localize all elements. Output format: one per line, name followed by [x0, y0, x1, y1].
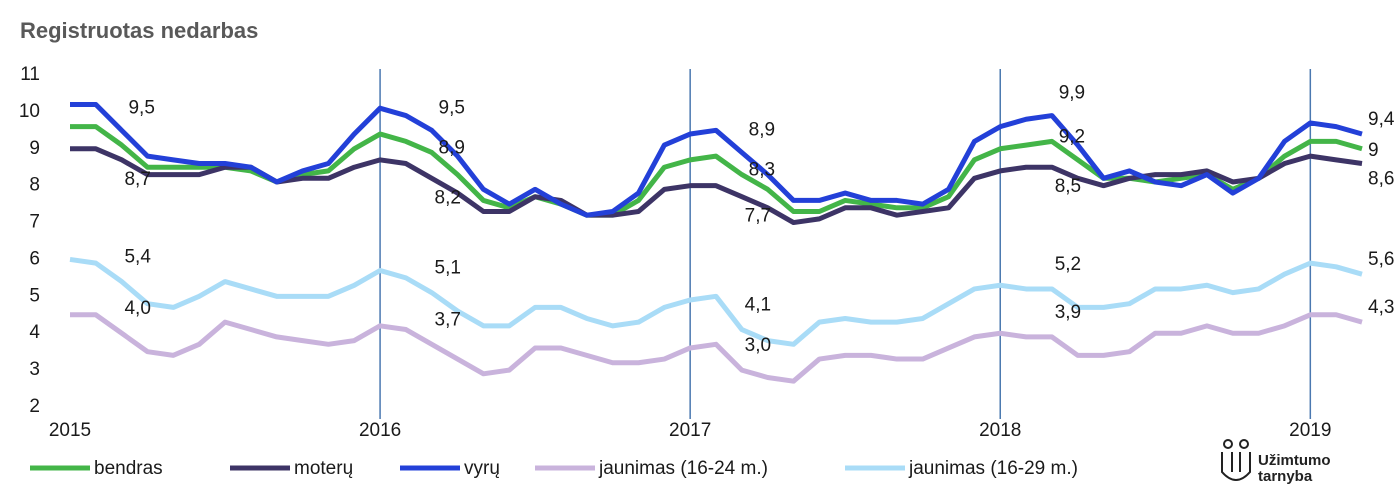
data-label: 4,3	[1368, 297, 1394, 318]
data-label: 8,9	[749, 119, 775, 140]
x-tick-label: 2017	[669, 420, 711, 441]
data-label: 5,6	[1368, 249, 1394, 270]
y-tick-label: 8	[29, 175, 40, 196]
data-label: 7,7	[745, 206, 771, 227]
chart-title: Registruotas nedarbas	[20, 18, 258, 43]
line-series	[70, 102, 1363, 218]
legend-label: jaunimas (16-24 m.)	[598, 458, 768, 479]
line-series	[69, 256, 1363, 347]
data-label: 9,9	[1059, 83, 1085, 104]
data-label: 3,9	[1055, 302, 1081, 323]
x-tick-label: 2015	[49, 420, 91, 441]
data-label: 5,4	[124, 247, 151, 268]
data-label: 4,1	[745, 295, 771, 316]
data-label: 8,7	[124, 169, 150, 190]
data-label: 8,2	[435, 187, 461, 208]
x-tick-label: 2016	[359, 420, 401, 441]
y-tick-label: 10	[19, 101, 40, 122]
data-label: 8,9	[439, 137, 465, 158]
y-tick-label: 6	[29, 248, 40, 269]
data-label: 3,0	[745, 335, 771, 356]
legend-label: bendras	[94, 458, 163, 479]
data-label: 8,5	[1055, 176, 1081, 197]
data-label: 8,6	[1368, 169, 1394, 190]
legend-label: jaunimas (16-29 m.)	[908, 458, 1078, 479]
y-tick-label: 5	[29, 285, 40, 306]
y-tick-label: 9	[29, 138, 40, 159]
legend-label: vyrų	[464, 458, 500, 479]
x-tick-label: 2018	[979, 420, 1021, 441]
data-label: 9	[1368, 140, 1379, 161]
logo: Užimtumo tarnyba	[1221, 439, 1331, 485]
x-tick-label: 2019	[1289, 420, 1331, 441]
data-label: 4,0	[124, 298, 150, 319]
data-label: 9,2	[1059, 126, 1085, 147]
logo-text: Užimtumo	[1258, 452, 1331, 469]
data-label: 9,5	[439, 97, 465, 118]
line-series	[70, 312, 1363, 384]
data-label: 3,7	[435, 309, 461, 330]
data-label: 9,5	[128, 97, 154, 118]
data-label: 8,3	[749, 160, 775, 181]
legend-label: moterų	[294, 458, 353, 479]
y-tick-label: 11	[20, 64, 40, 85]
y-tick-label: 7	[29, 212, 40, 233]
data-label: 5,2	[1055, 254, 1081, 275]
logo-text: tarnyba	[1258, 468, 1313, 485]
y-tick-label: 3	[29, 359, 40, 380]
data-label: 5,1	[435, 258, 461, 279]
data-label: 9,4	[1368, 109, 1395, 130]
y-tick-label: 2	[29, 396, 40, 417]
y-tick-label: 4	[29, 322, 40, 343]
